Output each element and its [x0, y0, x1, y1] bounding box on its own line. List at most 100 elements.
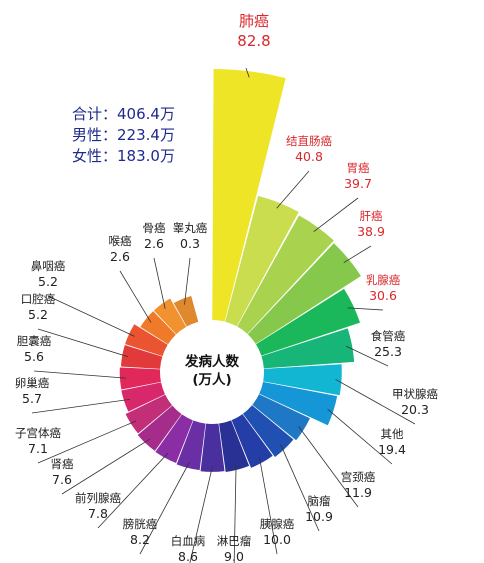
value-label-10: 10.0 [263, 532, 291, 547]
category-label-14: 前列腺癌 [75, 491, 121, 505]
center-hole [164, 324, 260, 420]
category-label-6: 甲状腺癌 [392, 387, 438, 401]
value-label-9: 10.9 [305, 509, 333, 524]
leader-line-15 [61, 438, 151, 495]
leader-line-4 [347, 307, 384, 311]
value-label-15: 7.6 [52, 472, 72, 487]
center-label-line-1: 发病人数 [184, 353, 239, 370]
bar-7 [259, 381, 338, 426]
bar-17 [121, 382, 165, 412]
category-label-18: 胆囊癌 [17, 334, 52, 348]
category-label-7: 其他 [381, 427, 404, 441]
value-label-12: 8.6 [178, 549, 198, 563]
bar-4 [256, 288, 361, 356]
leader-line-3 [343, 245, 372, 264]
category-label-15: 肾癌 [51, 457, 74, 471]
leader-line-18 [33, 370, 126, 379]
bar-23 [173, 296, 199, 327]
leader-line-9 [280, 444, 320, 532]
category-label-2: 胃癌 [347, 161, 370, 175]
center-label-line-2: (万人) [192, 372, 231, 388]
bar-19 [120, 345, 163, 369]
bar-14 [155, 414, 193, 464]
category-label-4: 乳腺癌 [366, 273, 401, 287]
category-label-20: 鼻咽癌 [31, 259, 66, 273]
leader-line-6 [335, 379, 416, 425]
leader-line-13 [139, 461, 190, 555]
category-label-13: 膀胱癌 [123, 517, 158, 531]
value-label-3: 38.9 [357, 224, 385, 239]
value-label-13: 8.2 [130, 532, 150, 547]
category-label-1: 结直肠癌 [286, 134, 332, 148]
leader-line-16 [37, 420, 137, 464]
category-label-10: 胰腺癌 [260, 517, 295, 531]
leader-line-17 [31, 398, 130, 414]
value-label-22: 2.6 [144, 236, 164, 251]
value-label-2: 39.7 [344, 176, 372, 191]
leader-line-11 [233, 463, 237, 563]
leader-line-12 [189, 465, 213, 563]
category-label-11: 淋巴瘤 [217, 534, 252, 548]
bar-6 [263, 364, 342, 396]
category-label-23: 睾丸癌 [173, 221, 208, 235]
value-label-19: 5.2 [28, 307, 48, 322]
bar-13 [176, 420, 206, 471]
bar-5 [261, 328, 355, 369]
bar-11 [219, 420, 250, 473]
value-label-14: 7.8 [88, 506, 108, 521]
summary-total: 合计：406.4万 [72, 105, 175, 123]
leader-line-19 [37, 328, 129, 358]
summary-female: 女性：183.0万 [72, 147, 175, 165]
category-label-9: 脑瘤 [308, 494, 331, 508]
leader-line-23 [184, 257, 191, 305]
leader-line-14 [97, 452, 169, 529]
bar-0 [212, 69, 286, 322]
category-label-22: 骨癌 [143, 221, 166, 235]
value-label-21: 2.6 [110, 249, 130, 264]
value-label-17: 5.7 [22, 391, 42, 406]
category-label-12: 白血病 [171, 534, 206, 548]
leader-line-1 [276, 170, 310, 209]
value-label-18: 5.6 [24, 349, 44, 364]
value-label-1: 40.8 [295, 149, 323, 164]
leader-line-0 [245, 67, 250, 78]
category-label-17: 卵巢癌 [15, 376, 50, 390]
leader-line-7 [327, 408, 393, 465]
value-label-5: 25.3 [374, 344, 402, 359]
bar-10 [231, 414, 273, 468]
value-label-6: 20.3 [401, 402, 429, 417]
value-label-20: 5.2 [38, 274, 58, 289]
leader-line-20 [47, 295, 135, 337]
value-label-11: 9.0 [224, 549, 244, 563]
value-label-23: 0.3 [180, 236, 200, 251]
category-label-16: 子宫体癌 [15, 426, 61, 440]
bar-8 [252, 394, 310, 441]
bar-22 [153, 298, 187, 335]
category-label-21: 喉癌 [109, 234, 132, 248]
leader-line-8 [298, 426, 359, 508]
category-label-8: 宫颈癌 [341, 470, 376, 484]
value-label-16: 7.1 [28, 441, 48, 456]
bar-20 [125, 324, 168, 357]
category-label-0: 肺癌 [239, 12, 269, 30]
bar-16 [125, 394, 172, 434]
category-label-5: 食管癌 [371, 329, 406, 343]
value-label-0: 82.8 [237, 32, 270, 50]
bar-9 [242, 405, 294, 457]
bar-2 [237, 215, 334, 334]
bar-12 [200, 423, 225, 472]
bar-1 [225, 195, 299, 327]
bar-3 [247, 243, 361, 344]
value-label-4: 30.6 [369, 288, 397, 303]
leader-line-22 [153, 257, 166, 309]
leader-line-2 [313, 197, 359, 233]
leader-line-10 [258, 457, 278, 555]
summary-male: 男性：223.4万 [72, 126, 175, 144]
category-label-3: 肝癌 [360, 209, 383, 223]
value-label-8: 11.9 [344, 485, 372, 500]
leader-line-5 [345, 345, 389, 367]
category-label-19: 口腔癌 [21, 292, 56, 306]
value-label-7: 19.4 [378, 442, 406, 457]
leader-line-21 [119, 270, 152, 323]
summary-block: 合计：406.4万 男性：223.4万 女性：183.0万 [72, 104, 175, 167]
